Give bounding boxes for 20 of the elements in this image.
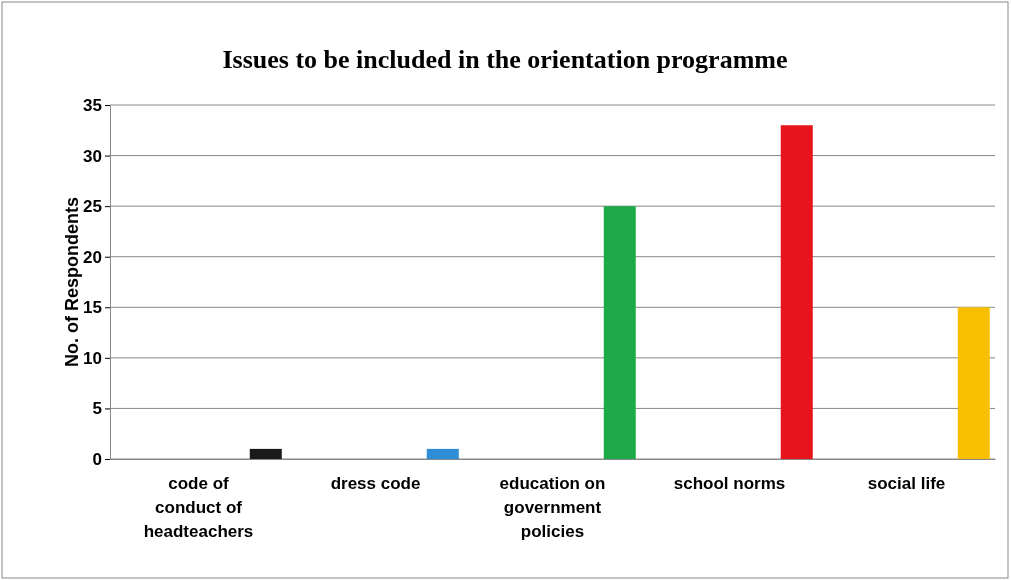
- y-tick-label: 20: [83, 247, 102, 267]
- y-tick-label: 30: [83, 146, 102, 166]
- x-tick-label: education on government policies: [499, 474, 606, 541]
- y-tick-label: 0: [92, 449, 102, 469]
- y-tick-label: 15: [83, 298, 102, 318]
- chart-title: Issues to be included in the orientation programme: [222, 45, 788, 74]
- bar: [426, 448, 459, 459]
- bar: [603, 206, 636, 459]
- x-tick-label: school norms: [673, 474, 786, 493]
- y-tick-label: 10: [83, 348, 102, 368]
- x-tick-label: code of conduct of headteachers: [143, 474, 254, 541]
- y-tick-label: 5: [92, 399, 102, 419]
- x-tick-label: dress code: [330, 474, 421, 493]
- bar: [780, 125, 813, 459]
- y-tick-label: 35: [83, 95, 102, 115]
- bar: [957, 307, 990, 459]
- x-tick-label: social life: [867, 474, 946, 493]
- y-tick-label: 25: [83, 197, 102, 217]
- y-axis-title: No. of Respondents: [62, 197, 82, 367]
- bar: [249, 448, 282, 459]
